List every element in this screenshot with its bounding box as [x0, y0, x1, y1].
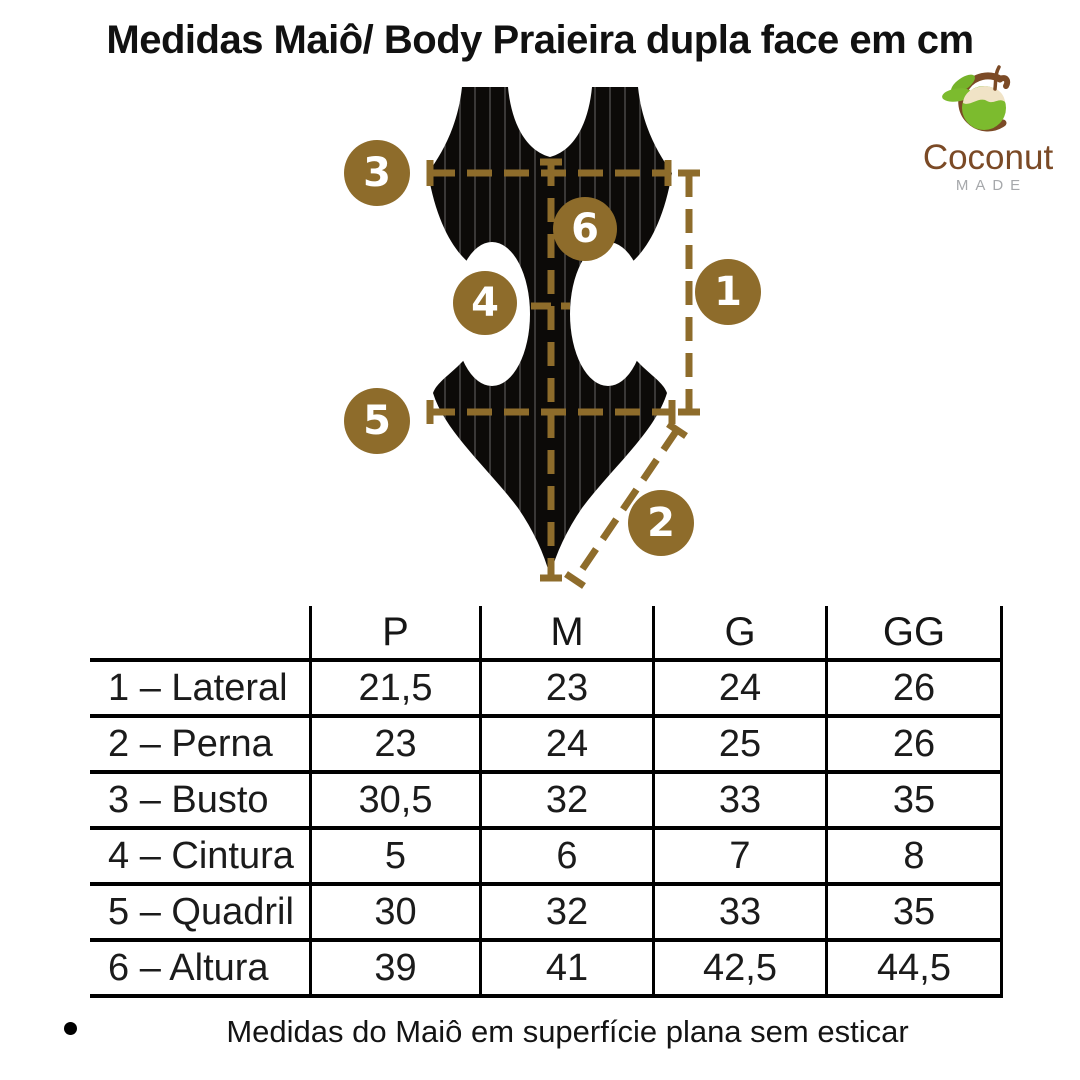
measure-marker-5: 5 [344, 388, 410, 454]
brand-tagline: MADE [955, 177, 1028, 194]
coconut-mark-icon [942, 65, 1011, 132]
table-cell: 35 [828, 774, 1003, 830]
table-cell: 21,5 [312, 662, 482, 718]
table-cell: 42,5 [655, 942, 828, 998]
leg-line-cap [564, 571, 586, 589]
table-cell: 33 [655, 774, 828, 830]
table-corner-cell [90, 606, 312, 662]
table-cell: 25 [655, 718, 828, 774]
measure-marker-3: 3 [344, 140, 410, 206]
measure-marker-6: 6 [553, 197, 617, 261]
straw-icon [993, 65, 1001, 91]
table-cell: 26 [828, 718, 1003, 774]
leg-line-cap [666, 421, 688, 439]
row-label-altura: 6 – Altura [90, 942, 312, 998]
table-cell: 39 [312, 942, 482, 998]
brand-name: Coconut [922, 138, 1054, 177]
size-header-gg: GG [828, 606, 1003, 662]
row-label-perna: 2 – Perna [90, 718, 312, 774]
table-cell: 24 [482, 718, 655, 774]
size-table: P M G GG 1 – Lateral 21,5 23 24 26 2 – P… [90, 606, 1003, 998]
table-cell: 35 [828, 886, 1003, 942]
logo-ring-hook [997, 75, 1011, 89]
leg-measure-line [572, 428, 680, 582]
table-cell: 33 [655, 886, 828, 942]
table-cell: 23 [482, 662, 655, 718]
size-header-p: P [312, 606, 482, 662]
size-header-m: M [482, 606, 655, 662]
footnote-text: Medidas do Maiô em superfície plana sem … [226, 1014, 909, 1049]
table-cell: 24 [655, 662, 828, 718]
table-cell: 7 [655, 830, 828, 886]
brand-logo: Coconut MADE [900, 62, 1076, 195]
right-cutout [570, 242, 646, 386]
row-label-lateral: 1 – Lateral [90, 662, 312, 718]
footnote-bullet [64, 1022, 77, 1035]
swimsuit-silhouette [428, 87, 672, 576]
table-cell: 8 [828, 830, 1003, 886]
row-label-cintura: 4 – Cintura [90, 830, 312, 886]
measure-marker-2: 2 [628, 490, 694, 556]
row-label-quadril: 5 – Quadril [90, 886, 312, 942]
row-label-busto: 3 – Busto [90, 774, 312, 830]
table-cell: 23 [312, 718, 482, 774]
table-cell: 5 [312, 830, 482, 886]
table-cell: 32 [482, 774, 655, 830]
table-cell: 6 [482, 830, 655, 886]
table-cell: 30,5 [312, 774, 482, 830]
table-cell: 30 [312, 886, 482, 942]
size-header-g: G [655, 606, 828, 662]
table-cell: 32 [482, 886, 655, 942]
measure-marker-4: 4 [453, 271, 517, 335]
measure-marker-1: 1 [695, 259, 761, 325]
table-cell: 44,5 [828, 942, 1003, 998]
table-cell: 26 [828, 662, 1003, 718]
table-cell: 41 [482, 942, 655, 998]
page-title: Medidas Maiô/ Body Praieira dupla face e… [106, 18, 974, 62]
